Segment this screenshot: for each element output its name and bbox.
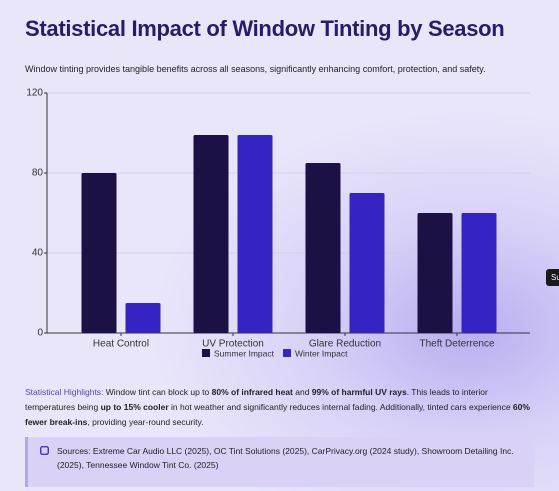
- x-tick-label: Heat Control: [93, 339, 149, 350]
- bar: [125, 303, 161, 333]
- bar: [81, 173, 117, 333]
- bar: [417, 213, 453, 333]
- highlight-text: Statistical Highlights:: [25, 387, 104, 397]
- highlights: Statistical Highlights: Window tint can …: [25, 385, 535, 430]
- highlight-text: 99% of harmful UV rays: [311, 387, 407, 397]
- tooltip: Su: [546, 269, 559, 286]
- y-tick-label: 120: [26, 88, 43, 99]
- chart: 0 40 80 120 Heat Control UV Protection Glare R…: [26, 88, 530, 358]
- legend-label: Summer Impact: [214, 348, 275, 358]
- sources-text: Sources: Extreme Car Audio LLC (2025), O…: [57, 446, 514, 470]
- legend-swatch: [202, 349, 210, 357]
- x-tick-label: Glare Reduction: [309, 339, 381, 350]
- highlight-text: , providing year-round security.: [87, 417, 204, 427]
- bar: [349, 193, 385, 333]
- highlight-text: in hot weather and significantly reduces…: [168, 402, 513, 412]
- chart-title: Statistical Impact of Window Tinting by …: [25, 16, 505, 41]
- y-tick-label: 80: [32, 168, 44, 179]
- chart-subtitle: Window tinting provides tangible benefit…: [25, 64, 486, 74]
- bar: [237, 135, 273, 333]
- legend-label: Winter Impact: [295, 348, 348, 358]
- highlight-text: 80% of infrared heat: [211, 387, 293, 397]
- highlight-text: . This leads to interior temperatures be…: [25, 387, 488, 412]
- y-tick-label: 0: [37, 328, 43, 339]
- bar: [305, 163, 341, 333]
- highlight-text: and: [292, 387, 312, 397]
- x-tick-label: UV Protection: [202, 339, 264, 350]
- x-tick-label: Theft Deterrence: [419, 339, 494, 350]
- bar: [461, 213, 497, 333]
- source-icon: [40, 446, 49, 455]
- bar: [193, 135, 229, 333]
- y-tick-label: 40: [32, 248, 44, 259]
- sources-box: Sources: Extreme Car Audio LLC (2025), O…: [25, 437, 534, 487]
- legend-swatch: [283, 349, 291, 357]
- highlight-text: 60% fewer break-ins: [25, 402, 530, 427]
- highlight-text: Window tint can block up to: [103, 387, 212, 397]
- highlight-text: up to 15% cooler: [100, 402, 169, 412]
